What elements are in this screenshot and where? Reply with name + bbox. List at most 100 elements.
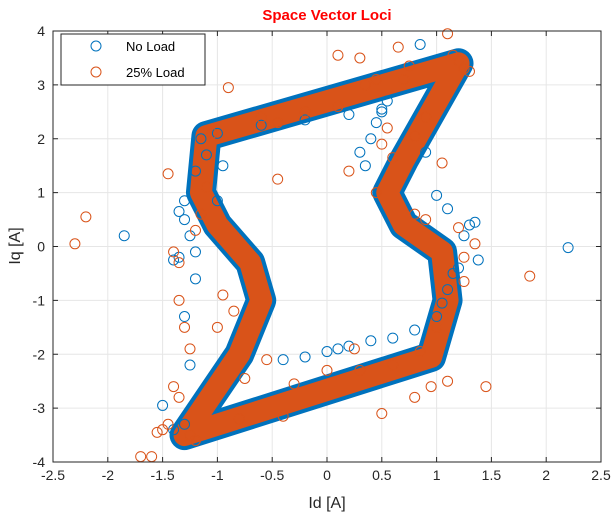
data-point — [469, 216, 481, 228]
data-point — [420, 146, 432, 158]
data-point — [222, 82, 234, 94]
legend-marker-no-load — [90, 40, 102, 52]
data-point — [409, 391, 421, 403]
data-point — [233, 413, 245, 425]
data-point — [414, 346, 426, 358]
y-ticks: -4 -3 -2 -1 0 1 2 3 4 — [33, 23, 601, 470]
y-tick-label: 1 — [37, 185, 45, 201]
x-tick-label: -2 — [102, 467, 115, 483]
data-point — [370, 117, 382, 129]
data-point — [472, 254, 484, 266]
data-point — [458, 63, 470, 75]
data-point — [453, 262, 465, 274]
data-point — [168, 254, 180, 266]
data-point — [179, 418, 191, 430]
y-tick-label: -3 — [33, 400, 46, 416]
data-point — [453, 222, 465, 234]
data-point — [173, 391, 185, 403]
data-point — [431, 189, 443, 201]
data-point — [442, 375, 454, 387]
y-axis-label: Iq [A] — [7, 227, 24, 264]
data-point — [332, 49, 344, 61]
data-point — [458, 230, 470, 242]
data-point — [409, 130, 421, 142]
data-point — [458, 276, 470, 288]
y-tick-label: 4 — [37, 23, 45, 39]
data-point — [354, 146, 366, 158]
data-point — [370, 187, 382, 199]
data-point — [381, 95, 393, 107]
data-point — [162, 418, 174, 430]
legend-box — [60, 33, 206, 86]
legend-label-no-load: No Load — [126, 39, 175, 54]
data-point — [195, 133, 207, 145]
data-point — [179, 214, 191, 226]
data-point — [365, 335, 377, 347]
data-point — [173, 257, 185, 269]
data-point — [414, 38, 426, 50]
data-point — [80, 211, 92, 223]
data-point — [211, 195, 223, 207]
data-point — [200, 149, 212, 161]
y-tick-label: 2 — [37, 131, 45, 147]
x-tick-label: -2.5 — [41, 467, 65, 483]
data-point — [184, 343, 196, 355]
data-point — [354, 364, 366, 376]
data-point — [436, 157, 448, 169]
data-point — [463, 219, 475, 231]
data-point — [469, 238, 481, 250]
data-point — [376, 138, 388, 150]
data-point — [255, 119, 267, 131]
data-point — [299, 351, 311, 363]
data-point — [69, 238, 81, 250]
legend-marker-25-load — [90, 66, 102, 78]
data-point — [321, 346, 333, 358]
x-ticks: -2.5 -2 -1.5 -1 -0.5 0 0.5 1 1.5 2 2.5 — [41, 31, 611, 483]
data-point — [211, 321, 223, 333]
y-tick-label: -1 — [33, 292, 46, 308]
data-point — [277, 354, 289, 366]
data-point — [173, 205, 185, 217]
chart-title: Space Vector Loci — [262, 7, 391, 24]
data-point — [392, 41, 404, 53]
data-point — [436, 297, 448, 309]
data-point — [321, 364, 333, 376]
data-point — [442, 28, 454, 40]
data-point — [376, 106, 388, 118]
data-point — [343, 340, 355, 352]
data-point — [359, 79, 371, 91]
data-point — [189, 224, 201, 236]
data-point — [151, 426, 163, 438]
x-tick-label: 0 — [323, 467, 331, 483]
data-point — [255, 111, 267, 123]
data-point — [387, 332, 399, 344]
data-point — [168, 246, 180, 258]
data-point — [118, 230, 130, 242]
data-point — [157, 399, 169, 411]
legend-label-25-load: 25% Load — [126, 65, 185, 80]
y-tick-label: -4 — [33, 454, 46, 470]
y-tick-label: -2 — [33, 346, 46, 362]
data-point — [442, 203, 454, 215]
series-25-load — [69, 28, 536, 463]
x-tick-label: 1 — [433, 467, 441, 483]
data-point — [562, 242, 574, 254]
data-point — [299, 106, 311, 118]
data-point — [179, 311, 191, 323]
data-point — [332, 343, 344, 355]
data-point — [376, 103, 388, 115]
data-point — [288, 378, 300, 390]
data-point — [189, 246, 201, 258]
data-point — [354, 52, 366, 64]
data-point — [458, 251, 470, 263]
load-25-loop-band — [173, 52, 470, 447]
data-point — [381, 122, 393, 134]
data-point — [189, 165, 201, 177]
data-point — [409, 208, 421, 220]
data-point — [261, 354, 273, 366]
data-point — [179, 321, 191, 333]
data-point — [239, 372, 251, 384]
data-point — [376, 408, 388, 420]
data-point — [299, 114, 311, 126]
x-tick-label: -0.5 — [260, 467, 284, 483]
